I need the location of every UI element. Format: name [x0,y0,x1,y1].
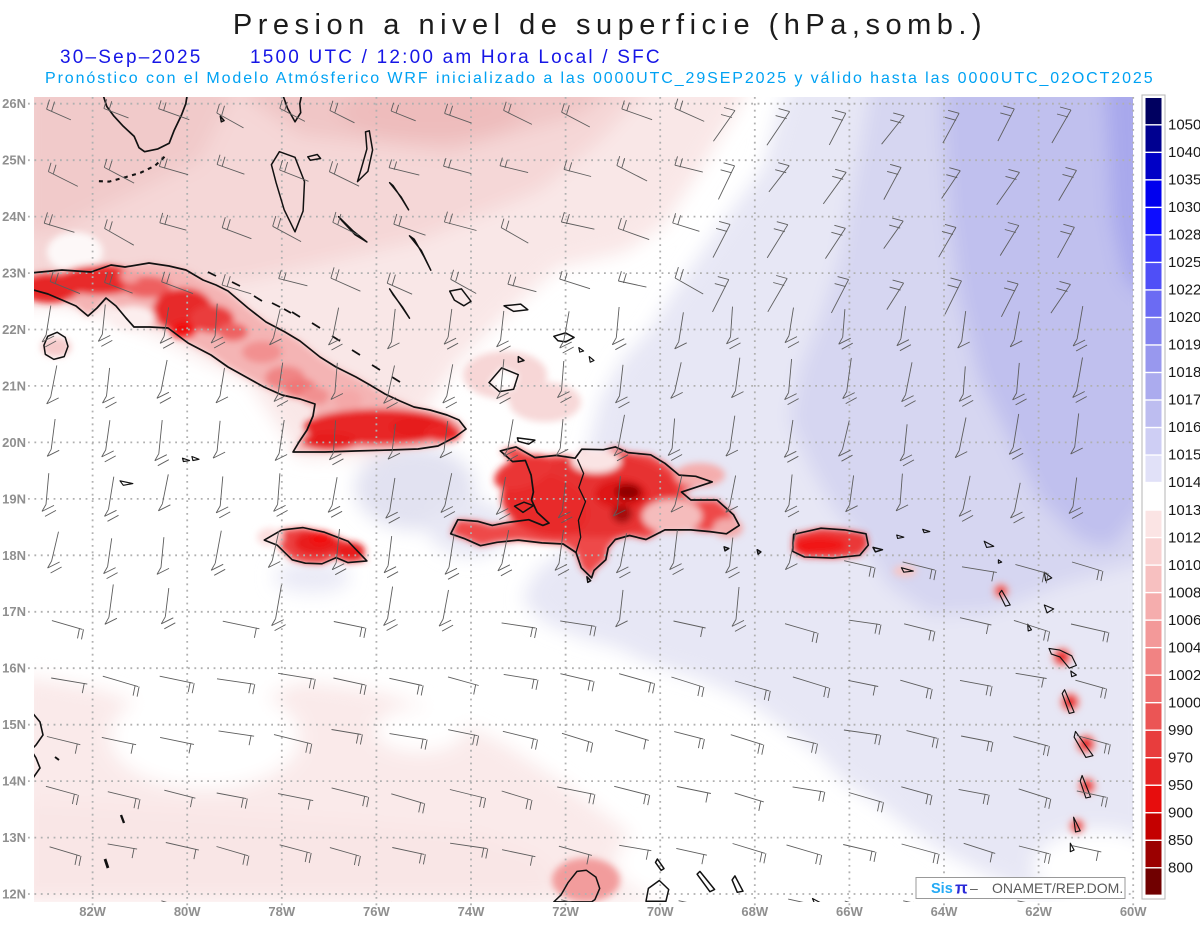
svg-text:15N: 15N [2,717,26,732]
svg-text:1016: 1016 [1168,419,1200,436]
svg-text:1019: 1019 [1168,337,1200,354]
svg-text:1004: 1004 [1168,639,1200,656]
svg-text:82W: 82W [79,904,106,919]
svg-text:60W: 60W [1120,904,1147,919]
svg-text:1008: 1008 [1168,584,1200,601]
svg-text:62W: 62W [1025,904,1052,919]
svg-text:1022: 1022 [1168,282,1200,299]
svg-text:1017: 1017 [1168,392,1200,409]
svg-text:850: 850 [1168,832,1193,849]
svg-text:1035: 1035 [1168,172,1200,189]
svg-text:ONAMET/REP.DOM.: ONAMET/REP.DOM. [992,880,1123,896]
svg-text:Presion a nivel de superficie: Presion a nivel de superficie (hPa,somb.… [233,9,987,41]
svg-text:24N: 24N [2,209,26,224]
svg-text:1014: 1014 [1168,474,1200,491]
svg-text:14N: 14N [2,774,26,789]
svg-text:19N: 19N [2,491,26,506]
svg-text:12N: 12N [2,887,26,902]
svg-text:1010: 1010 [1168,557,1200,574]
svg-text:20N: 20N [2,435,26,450]
svg-text:1000: 1000 [1168,694,1200,711]
svg-text:76W: 76W [363,904,390,919]
svg-text:990: 990 [1168,722,1193,739]
svg-text:Pronóstico con el Modelo Atmós: Pronóstico con el Modelo Atmósferico WRF… [45,70,1155,87]
svg-text:64W: 64W [931,904,958,919]
svg-text:1030: 1030 [1168,199,1200,216]
svg-text:950: 950 [1168,777,1193,794]
svg-text:970: 970 [1168,749,1193,766]
svg-text:–: – [970,880,978,896]
svg-text:1002: 1002 [1168,667,1200,684]
svg-text:66W: 66W [836,904,863,919]
svg-text:900: 900 [1168,804,1193,821]
svg-text:80W: 80W [174,904,201,919]
svg-text:1025: 1025 [1168,254,1200,271]
svg-text:Sis: Sis [931,881,953,897]
svg-text:74W: 74W [458,904,485,919]
svg-text:1040: 1040 [1168,144,1200,161]
svg-text:1006: 1006 [1168,612,1200,629]
svg-text:1050: 1050 [1168,117,1200,134]
svg-text:68W: 68W [741,904,768,919]
svg-text:70W: 70W [647,904,674,919]
svg-text:25N: 25N [2,153,26,168]
svg-text:1012: 1012 [1168,529,1200,546]
svg-text:1028: 1028 [1168,227,1200,244]
svg-text:17N: 17N [2,604,26,619]
svg-text:30–Sep–2025: 30–Sep–2025 [60,47,203,68]
svg-text:16N: 16N [2,661,26,676]
svg-text:22N: 22N [2,322,26,337]
svg-text:23N: 23N [2,266,26,281]
svg-text:800: 800 [1168,860,1193,877]
svg-text:1500 UTC / 12:00 am Hora Local: 1500 UTC / 12:00 am Hora Local / SFC [250,47,662,68]
svg-text:1015: 1015 [1168,447,1200,464]
svg-text:13N: 13N [2,830,26,845]
svg-text:1020: 1020 [1168,309,1200,326]
svg-text:18N: 18N [2,548,26,563]
svg-text:72W: 72W [552,904,579,919]
svg-text:26N: 26N [2,96,26,111]
svg-text:1013: 1013 [1168,502,1200,519]
svg-text:1018: 1018 [1168,364,1200,381]
svg-text:π: π [955,880,968,898]
svg-text:78W: 78W [268,904,295,919]
svg-text:21N: 21N [2,378,26,393]
